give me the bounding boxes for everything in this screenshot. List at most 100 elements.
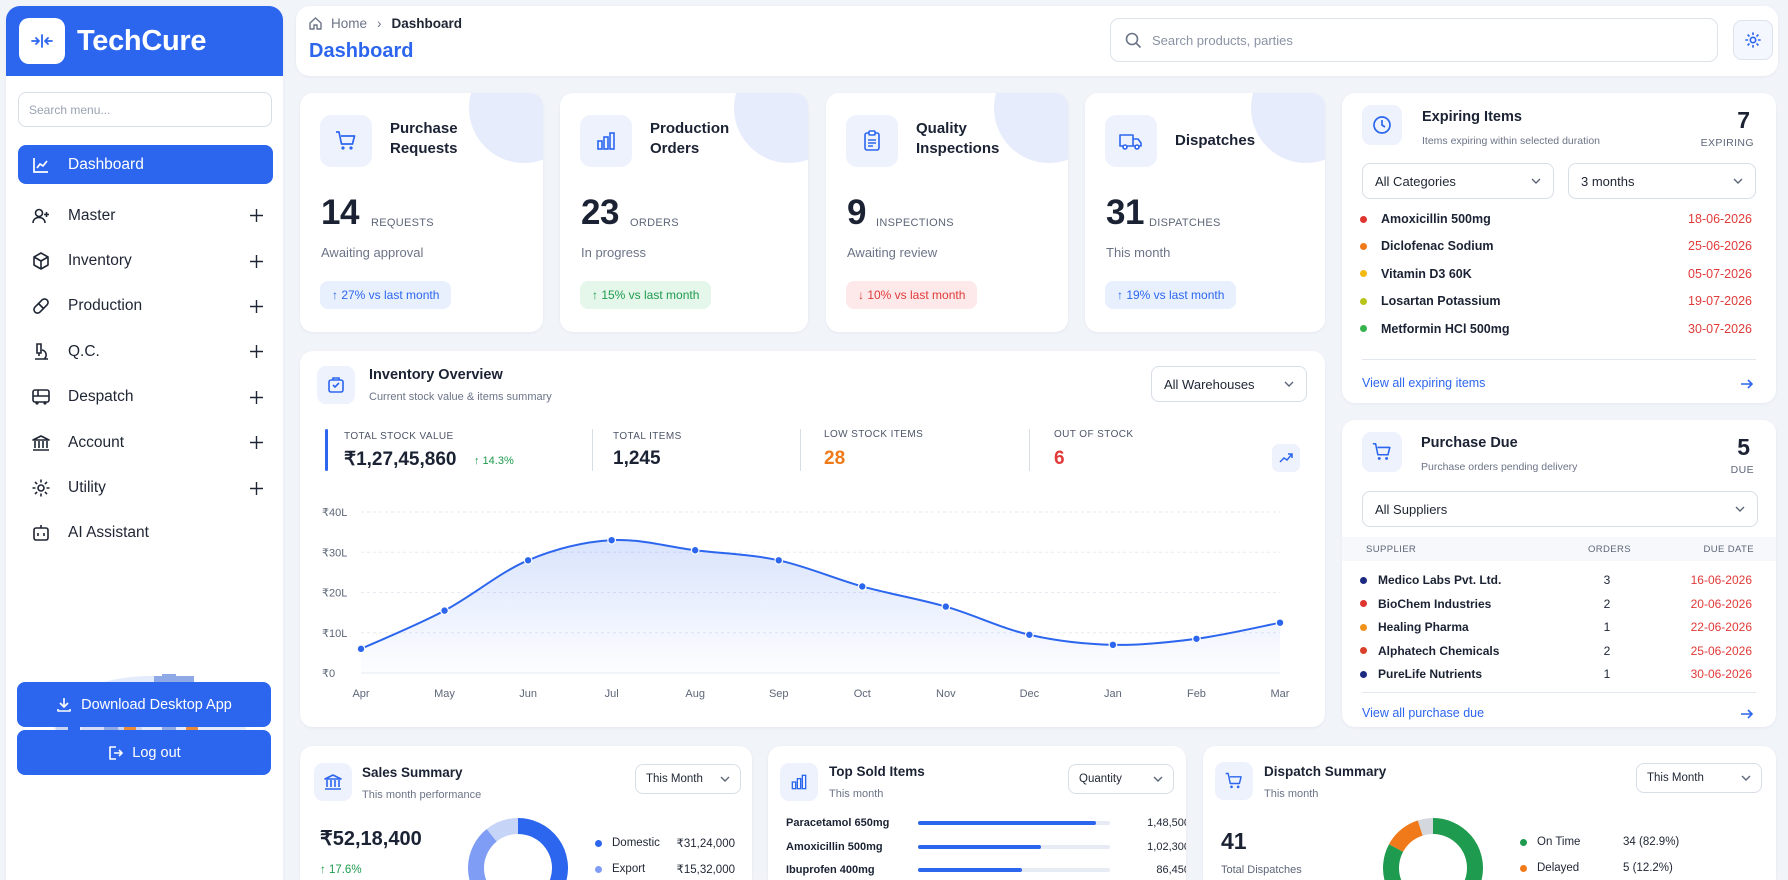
global-search[interactable] [1110, 18, 1718, 62]
trending-up-icon [1279, 453, 1293, 463]
status-dot [1360, 297, 1367, 305]
category-select[interactable]: All Categories [1362, 163, 1554, 199]
chevron-down-icon [1284, 381, 1294, 387]
kpi-value: 23 [581, 193, 619, 232]
expand-plus-icon[interactable] [247, 207, 265, 225]
cart-icon [1215, 762, 1253, 800]
column-header: DUE DATE [1703, 544, 1754, 555]
expand-plus-icon[interactable] [247, 388, 265, 406]
kpi-card-purchase-requests[interactable]: Purchase Requests 14 REQUESTS Awaiting a… [300, 93, 543, 332]
dispatch-period-select[interactable]: This Month [1636, 763, 1762, 793]
area-fill [361, 539, 1280, 673]
table-row[interactable]: BioChem Industries 2 20-06-2026 [1360, 594, 1752, 614]
kpi-subtitle: In progress [581, 245, 647, 260]
expiring-item[interactable]: Losartan Potassium 19-07-2026 [1360, 291, 1752, 311]
x-tick-label: Feb [1187, 688, 1206, 700]
sidebar-item-label: Production [68, 297, 143, 315]
kpi-value: 9 [847, 193, 866, 232]
column-header: SUPPLIER [1366, 544, 1417, 555]
status-dot [1360, 270, 1367, 278]
kpi-card-quality-inspections[interactable]: Quality Inspections 9 INSPECTIONS Awaiti… [826, 93, 1068, 332]
expiring-item[interactable]: Amoxicillin 500mg 18-06-2026 [1360, 209, 1752, 229]
expiring-items-card: Expiring Items Items expiring within sel… [1342, 93, 1776, 403]
kpi-card-production-orders[interactable]: Production Orders 23 ORDERS In progress … [560, 93, 808, 332]
breadcrumb-home[interactable]: Home [331, 16, 368, 31]
duration-select[interactable]: 3 months [1568, 163, 1756, 199]
warehouse-select[interactable]: All Warehouses [1151, 366, 1307, 402]
sidebar-item-utility[interactable]: Utility [18, 465, 273, 510]
kpi-trend-badge: ↑ 19% vs last month [1105, 281, 1237, 309]
sidebar: TechCure Dashboard Master Inventory Prod… [6, 6, 283, 880]
quantity-bar-track [918, 821, 1110, 825]
clock-icon [1362, 105, 1402, 145]
inventory-box-icon [317, 366, 355, 404]
table-row[interactable]: PureLife Nutrients 1 30-06-2026 [1360, 664, 1752, 684]
expand-plus-icon[interactable] [247, 252, 265, 270]
chart-line-icon [30, 154, 52, 176]
table-row[interactable]: Alphatech Chemicals 2 25-06-2026 [1360, 641, 1752, 661]
status-dot [1360, 600, 1367, 607]
chevron-down-icon [1735, 506, 1745, 512]
top-header: Home › Dashboard Dashboard [296, 6, 1778, 76]
sidebar-item-label: Dashboard [68, 155, 144, 173]
expand-plus-icon[interactable] [247, 479, 265, 497]
kpi-title: Purchase Requests [390, 120, 458, 157]
sidebar-item-qc[interactable]: Q.C. [18, 329, 273, 374]
sidebar-item-production[interactable]: Production [18, 284, 273, 329]
expiring-item[interactable]: Diclofenac Sodium 25-06-2026 [1360, 236, 1752, 256]
orders-count: 1 [1603, 620, 1611, 634]
kpi-title: Production Orders [650, 120, 730, 157]
view-all-expiring-link[interactable]: View all expiring items [1362, 376, 1486, 390]
expiring-item[interactable]: Metformin HCl 500mg 30-07-2026 [1360, 319, 1752, 339]
logout-button[interactable]: Log out [17, 730, 271, 775]
y-tick-label: ₹10L [322, 628, 347, 640]
chevron-down-icon [1741, 775, 1751, 781]
item-quantity: 86,450 [1156, 864, 1186, 876]
clipboard-icon [846, 115, 898, 167]
sidebar-item-master[interactable]: Master [18, 193, 273, 238]
sidebar-item-account[interactable]: Account [18, 420, 273, 465]
data-point [1275, 618, 1285, 628]
expiring-subtitle: Items expiring within selected duration [1422, 135, 1601, 147]
arrow-right-icon[interactable] [1740, 378, 1754, 390]
expand-plus-icon[interactable] [247, 343, 265, 361]
kpi-subtitle: Awaiting review [847, 245, 938, 260]
stat-change: ↑ 14.3% [474, 455, 514, 467]
supplier-select[interactable]: All Suppliers [1362, 491, 1758, 527]
download-desktop-app-button[interactable]: Download Desktop App [17, 682, 271, 727]
table-row[interactable]: Medico Labs Pvt. Ltd. 3 16-06-2026 [1360, 570, 1752, 590]
legend-dot [1520, 838, 1527, 846]
item-name: Amoxicillin 500mg [1381, 212, 1491, 226]
legend-delayed: Delayed 5 (12.2%) [1520, 862, 1720, 874]
sidebar-item-ai-assistant[interactable]: AI Assistant [18, 511, 273, 556]
kpi-card-dispatches[interactable]: Dispatches 31 DISPATCHES This month ↑ 19… [1085, 93, 1325, 332]
global-search-input[interactable] [1152, 32, 1692, 48]
sidebar-item-dashboard[interactable]: Dashboard [18, 145, 273, 184]
y-tick-label: ₹30L [322, 547, 347, 559]
expand-plus-icon[interactable] [247, 297, 265, 315]
inventory-overview-card: Inventory Overview Current stock value &… [300, 351, 1325, 727]
item-name: Diclofenac Sodium [1381, 239, 1494, 254]
sales-period-select[interactable]: This Month [635, 764, 741, 794]
sidebar-item-despatch[interactable]: Despatch [18, 375, 273, 420]
cart-icon [320, 115, 372, 167]
x-tick-label: Sep [769, 688, 789, 700]
kpi-unit: INSPECTIONS [876, 217, 954, 229]
inventory-subtitle: Current stock value & items summary [369, 391, 552, 403]
expiry-date: 18-06-2026 [1688, 212, 1752, 226]
sidebar-item-inventory[interactable]: Inventory [18, 238, 273, 283]
donut-segment [517, 818, 568, 880]
settings-button[interactable] [1733, 20, 1773, 60]
table-row[interactable]: Healing Pharma 1 22-06-2026 [1360, 617, 1752, 637]
menu-search-input[interactable] [18, 92, 272, 127]
expiring-item[interactable]: Vitamin D3 60K 05-07-2026 [1360, 264, 1752, 284]
view-all-purchase-due-link[interactable]: View all purchase due [1362, 706, 1485, 720]
expand-plus-icon[interactable] [247, 434, 265, 452]
purchase-due-subtitle: Purchase orders pending delivery [1421, 461, 1578, 473]
arrow-right-icon[interactable] [1740, 708, 1754, 720]
quantity-bar-fill [918, 821, 1097, 825]
top-sold-metric-select[interactable]: Quantity [1068, 764, 1174, 794]
trend-toggle-button[interactable] [1272, 444, 1300, 472]
kpi-title: Quality Inspections [916, 120, 1000, 157]
supplier-name: Alphatech Chemicals [1378, 643, 1500, 658]
